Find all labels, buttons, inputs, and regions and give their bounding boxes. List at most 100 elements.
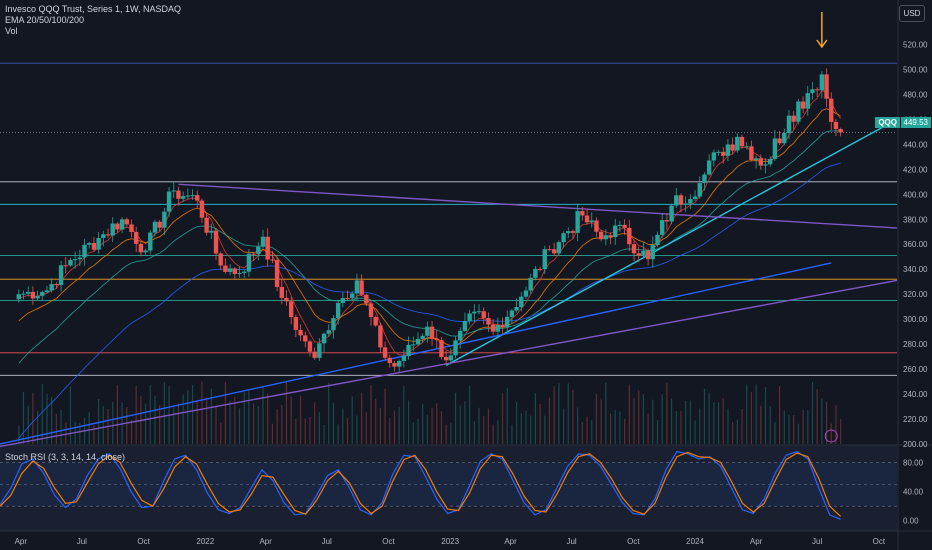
x-tick-label: Oct [137,537,150,546]
candle-body [594,220,599,232]
candle-body [467,313,472,322]
candle-body [25,291,31,294]
volume-bar [830,423,832,444]
candle-body [617,224,623,226]
candle-body [171,190,176,192]
volume-bar [469,385,471,444]
candle-body [213,230,219,254]
volume-bar [102,406,104,444]
candle-body [321,333,327,344]
candle-body [54,284,59,286]
volume-bar [248,390,250,444]
volume-bar [567,383,569,444]
volume-bar [304,418,306,444]
candle-body [481,311,486,318]
volume-bar [821,398,823,444]
volume-bar [642,394,644,444]
volume-bar [22,391,25,444]
volume-bar [276,409,278,444]
volume-bar [182,394,184,444]
candle-body [739,136,745,147]
candle-body [157,221,162,228]
ema-indicator-label[interactable]: EMA 20/50/100/200 [5,15,85,25]
volume-bar [177,403,180,444]
volume-bar [666,382,668,444]
volume-bar [769,406,771,444]
stoch-pane-bg [0,445,897,531]
volume-bar [309,416,311,444]
currency-button[interactable]: USD [899,5,925,22]
y-tick-label: 500.00 [903,65,928,74]
volume-bar [215,406,217,444]
volume-bar [384,388,386,444]
volume-bar [694,420,696,444]
candle-body [232,268,238,274]
volume-indicator-label[interactable]: Vol [5,26,18,36]
volume-bar [229,401,231,444]
volume-bar [60,409,62,444]
candle-body [528,277,533,291]
candle-body [796,101,801,122]
volume-bar [88,412,90,444]
x-tick-label: 2022 [196,537,214,546]
candle-body [16,294,21,300]
candle-body [105,234,111,236]
volume-bar [187,390,189,444]
volume-bar [224,382,227,444]
candle-body [725,144,731,156]
y-tick-label: 200.00 [903,440,928,449]
x-tick-label: Jul [812,537,822,546]
candle-body [284,297,289,302]
candle-body [77,257,83,260]
candle-body [133,231,139,244]
volume-bar [234,396,236,444]
candle-body [87,243,92,245]
volume-bar [238,408,241,444]
candle-body [218,253,223,266]
y-tick-label: 240.00 [903,390,928,399]
stoch-d-line [0,451,842,517]
volume-bar [717,402,720,444]
x-tick-label: Jul [77,537,87,546]
volume-bar [811,382,814,444]
candle-body [462,321,468,331]
y-tick-label: 380.00 [903,215,928,224]
candle-body [425,326,430,336]
volume-bar [314,402,316,444]
ema-100-line [18,130,841,364]
volume-bar [154,395,156,444]
volume-bar [191,384,194,444]
candle-body [209,230,214,233]
candle-body [763,164,768,166]
volume-bar [210,388,212,444]
volume-bar [492,424,494,444]
candle-body [800,101,806,109]
candle-body [580,211,585,216]
candle-body [429,326,435,339]
event-icon [824,429,838,443]
candle-body [697,183,702,197]
candle-body [288,301,294,318]
volume-bar [680,410,682,444]
y-tick-label: 440.00 [903,140,928,149]
volume-bar [647,413,649,444]
candle-body [63,265,68,267]
volume-bar [614,410,616,444]
candle-body [279,286,284,298]
volume-bar [65,422,67,444]
candle-body [669,205,674,222]
chart-legend: Invesco QQQ Trust, Series 1, 1W, NASDAQ … [5,4,181,37]
volume-bar [506,387,508,444]
candle-body [35,295,40,299]
candle-body [124,219,130,225]
candle-body [270,259,275,261]
volume-bar [581,422,583,444]
trendline [178,183,898,229]
ticker-tag: QQQ [875,117,900,128]
candle-body [115,223,120,230]
stoch-rsi-label[interactable]: Stoch RSI (3, 3, 14, 14, close) [5,452,126,462]
volume-bar [548,397,551,444]
volume-bar [262,386,264,444]
